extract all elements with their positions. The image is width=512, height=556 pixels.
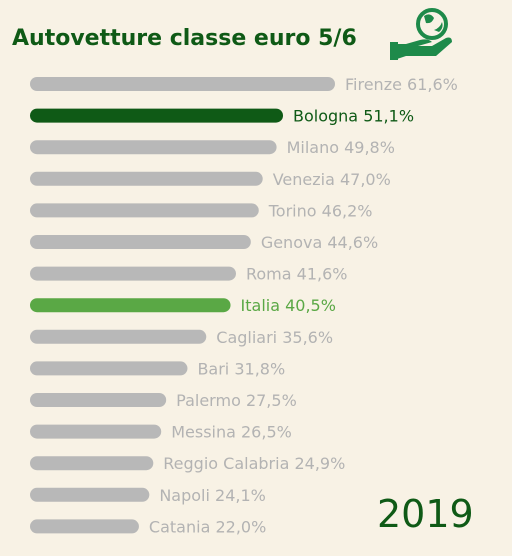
data-label-cagliari: Cagliari 35,6% (216, 328, 333, 347)
data-label-milano: Milano 49,8% (287, 138, 395, 157)
bar-reggio-calabria (30, 456, 154, 471)
data-label-messina: Messina 26,5% (171, 423, 292, 442)
data-label-italia: Italia 40,5% (241, 296, 336, 315)
data-label-venezia: Venezia 47,0% (273, 170, 391, 189)
year-label: 2019 (377, 492, 474, 536)
data-label-genova: Genova 44,6% (261, 233, 378, 252)
data-label-napoli: Napoli 24,1% (159, 486, 266, 505)
chart-title: Autovetture classe euro 5/6 (12, 26, 357, 51)
bar-palermo (30, 393, 167, 407)
bar-cagliari (30, 329, 207, 344)
bar-torino (30, 203, 259, 218)
bar-genova (30, 235, 251, 249)
data-label-bologna: Bologna 51,1% (293, 107, 414, 126)
bar-bari (30, 361, 188, 376)
data-label-roma: Roma 41,6% (246, 265, 348, 284)
bar-catania (30, 519, 139, 534)
bar-messina (30, 424, 162, 439)
data-label-reggio-calabria: Reggio Calabria 24,9% (163, 454, 345, 473)
bar-venezia (30, 171, 263, 186)
bar-bologna (30, 108, 284, 123)
globe-on-hand-icon (390, 8, 452, 60)
data-label-firenze: Firenze 61,6% (345, 75, 458, 94)
bar-napoli (30, 487, 150, 502)
data-label-palermo: Palermo 27,5% (176, 391, 297, 410)
data-label-torino: Torino 46,2% (268, 201, 373, 220)
bar-roma (30, 266, 236, 281)
bar-italia (30, 298, 231, 313)
bar-milano (30, 140, 277, 155)
data-label-catania: Catania 22,0% (149, 517, 266, 536)
bar-firenze (30, 77, 335, 91)
data-label-bari: Bari 31,8% (197, 359, 285, 378)
